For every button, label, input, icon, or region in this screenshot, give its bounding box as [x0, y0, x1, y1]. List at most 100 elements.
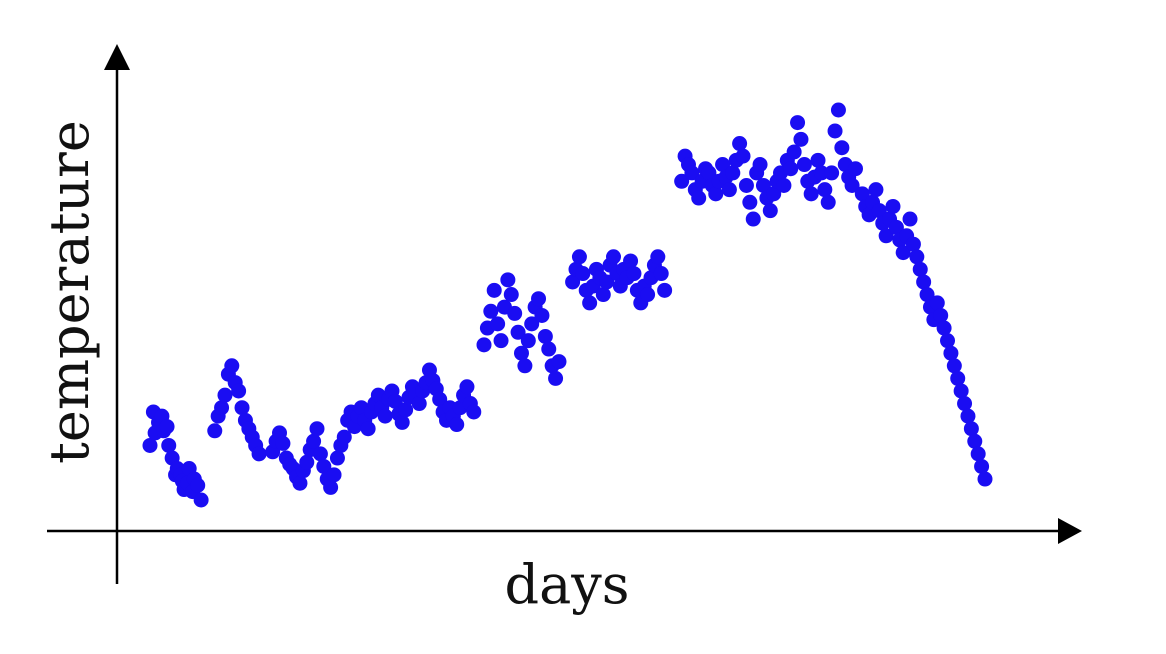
scatter-point: [970, 446, 986, 462]
scatter-point: [725, 165, 741, 181]
scatter-point: [909, 249, 925, 265]
scatter-point: [161, 437, 177, 453]
scatter-point: [190, 477, 206, 493]
scatter-point: [684, 165, 700, 181]
scatter-point: [531, 291, 547, 307]
scatter-point: [977, 471, 993, 487]
scatter-point: [398, 402, 414, 418]
scatter-point: [234, 400, 250, 416]
scatter-point: [312, 446, 328, 462]
scatter-point: [786, 144, 802, 160]
scatter-point: [766, 186, 782, 202]
scatter-point: [878, 228, 894, 244]
scatter-point: [329, 450, 345, 466]
scatter-point: [830, 102, 846, 118]
scatter-point: [323, 479, 339, 495]
scatter-point: [214, 400, 230, 416]
scatter-point: [486, 282, 502, 298]
scatter-point: [377, 408, 393, 424]
scatter-point: [510, 324, 526, 340]
scatter-point: [476, 337, 492, 353]
scatter-point: [793, 131, 809, 147]
scatter-point: [394, 414, 410, 430]
scatter-point: [565, 274, 581, 290]
scatter-point: [599, 274, 615, 290]
scatter-point: [224, 358, 240, 374]
scatter-point: [919, 287, 935, 303]
scatter-point: [742, 194, 758, 210]
scatter-point: [309, 421, 325, 437]
scatter-point: [963, 421, 979, 437]
scatter-point: [946, 358, 962, 374]
scatter-point: [299, 454, 315, 470]
scatter-point: [827, 123, 843, 139]
scatter-point: [387, 393, 403, 409]
scatter-point: [895, 245, 911, 261]
scatter-point: [735, 148, 751, 164]
scatter-point: [708, 186, 724, 202]
scatter-point: [905, 236, 921, 252]
scatter-point: [940, 333, 956, 349]
scatter-point: [854, 186, 870, 202]
axes: [47, 44, 1082, 584]
scatter-point: [534, 307, 550, 323]
scatter-point: [493, 333, 509, 349]
scatter-point: [626, 266, 642, 282]
scatter-point: [193, 492, 209, 508]
scatter-point: [524, 316, 540, 332]
scatter-point: [776, 177, 792, 193]
scatter-point: [275, 435, 291, 451]
scatter-point: [820, 194, 836, 210]
scatter-point: [943, 345, 959, 361]
scatter-point: [657, 282, 673, 298]
scatter-point: [360, 421, 376, 437]
scatter-point: [871, 203, 887, 219]
scatter-point: [207, 423, 223, 439]
scatter-point: [217, 387, 233, 403]
scatter-point: [548, 370, 564, 386]
scatter-point: [326, 467, 342, 483]
scatter-point: [790, 115, 806, 131]
scatter-point: [490, 316, 506, 332]
scatter-point: [674, 173, 690, 189]
scatter-point: [513, 345, 529, 361]
scatter-point: [796, 157, 812, 173]
scatter-point: [541, 341, 557, 357]
scatter-point: [449, 417, 465, 433]
scatter-point: [902, 211, 918, 227]
scatter-point: [466, 404, 482, 420]
scatter-point: [500, 272, 516, 288]
scatter-point: [411, 396, 427, 412]
scatter-point: [810, 152, 826, 168]
scatter-point: [752, 157, 768, 173]
scatter-point: [888, 219, 904, 235]
scatter-point: [745, 211, 761, 227]
scatter-point: [571, 249, 587, 265]
scatter-point: [912, 261, 928, 277]
scatter-point: [691, 190, 707, 206]
scatter-point: [885, 198, 901, 214]
scatter-point: [159, 419, 175, 435]
y-axis-arrow: [104, 44, 130, 70]
scatter-point: [929, 295, 945, 311]
scatter-point: [732, 136, 748, 152]
scatter-point: [960, 408, 976, 424]
scatter-point: [520, 333, 536, 349]
scatter-point: [503, 287, 519, 303]
scatter-point: [916, 274, 932, 290]
scatter-point: [738, 177, 754, 193]
scatter-point: [537, 328, 553, 344]
scatter-point: [653, 266, 669, 282]
scatter-point: [551, 354, 567, 370]
scatter-point: [701, 165, 717, 181]
scatter-point: [306, 433, 322, 449]
scatter-point: [623, 253, 639, 269]
scatter-point: [824, 165, 840, 181]
scatter-point: [142, 437, 158, 453]
scatter-point: [336, 429, 352, 445]
scatter-point: [957, 396, 973, 412]
scatter-point: [868, 182, 884, 198]
scatter-point: [640, 287, 656, 303]
scatter-point: [950, 370, 966, 386]
